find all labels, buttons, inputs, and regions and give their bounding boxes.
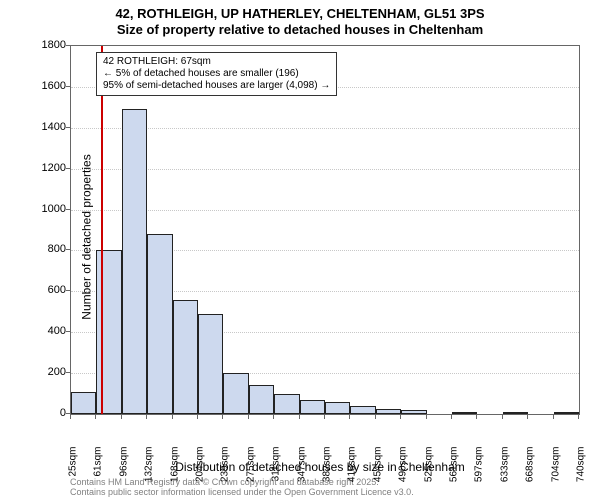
histogram-bar [173, 300, 198, 414]
histogram-bar [350, 406, 375, 414]
chart-container: 42, ROTHLEIGH, UP HATHERLEY, CHELTENHAM,… [0, 0, 600, 500]
plot-area: 42 ROTHLEIGH: 67sqm ← 5% of detached hou… [70, 45, 580, 415]
x-tick-label: 204sqm [195, 447, 206, 497]
x-tick-label: 311sqm [271, 447, 282, 497]
x-tick-mark [172, 415, 173, 419]
x-tick-mark [197, 415, 198, 419]
gridline [71, 169, 579, 170]
x-tick-mark [121, 415, 122, 419]
gridline [71, 210, 579, 211]
x-tick-label: 561sqm [449, 447, 460, 497]
x-tick-label: 382sqm [322, 447, 333, 497]
annotation-line3: 95% of semi-detached houses are larger (… [103, 80, 330, 92]
y-tick-label: 1800 [16, 39, 66, 51]
histogram-bar [554, 412, 579, 414]
x-tick-mark [400, 415, 401, 419]
x-tick-mark [527, 415, 528, 419]
x-tick-mark [324, 415, 325, 419]
x-tick-mark [451, 415, 452, 419]
y-tick-label: 800 [16, 243, 66, 255]
y-axis-label: Number of detached properties [80, 154, 94, 319]
x-tick-mark [70, 415, 71, 419]
x-tick-label: 168sqm [169, 447, 180, 497]
x-tick-label: 132sqm [144, 447, 155, 497]
x-tick-mark [349, 415, 350, 419]
y-tick-mark [66, 413, 70, 414]
x-tick-label: 525sqm [423, 447, 434, 497]
x-tick-label: 418sqm [347, 447, 358, 497]
x-tick-mark [476, 415, 477, 419]
y-tick-label: 600 [16, 284, 66, 296]
y-tick-label: 0 [16, 407, 66, 419]
y-tick-mark [66, 372, 70, 373]
y-tick-label: 1200 [16, 162, 66, 174]
histogram-bar [223, 373, 248, 414]
y-tick-mark [66, 290, 70, 291]
x-axis-label: Distribution of detached houses by size … [20, 460, 600, 474]
gridline [71, 128, 579, 129]
x-tick-mark [95, 415, 96, 419]
histogram-bar [198, 314, 223, 414]
histogram-bar [452, 412, 477, 414]
histogram-bar [300, 400, 325, 414]
y-tick-label: 1000 [16, 203, 66, 215]
histogram-bar [376, 409, 401, 414]
x-tick-mark [502, 415, 503, 419]
y-tick-label: 1600 [16, 80, 66, 92]
x-tick-label: 25sqm [68, 447, 79, 497]
x-tick-label: 597sqm [474, 447, 485, 497]
y-tick-label: 200 [16, 366, 66, 378]
x-tick-label: 275sqm [245, 447, 256, 497]
x-tick-label: 704sqm [550, 447, 561, 497]
x-tick-mark [578, 415, 579, 419]
x-tick-label: 454sqm [372, 447, 383, 497]
x-tick-mark [222, 415, 223, 419]
y-tick-mark [66, 127, 70, 128]
histogram-bar [122, 109, 147, 414]
histogram-bar [503, 412, 528, 414]
x-tick-label: 668sqm [525, 447, 536, 497]
y-tick-mark [66, 86, 70, 87]
x-tick-label: 239sqm [220, 447, 231, 497]
x-tick-mark [273, 415, 274, 419]
y-tick-mark [66, 45, 70, 46]
x-tick-mark [248, 415, 249, 419]
x-tick-label: 61sqm [93, 447, 104, 497]
y-tick-mark [66, 209, 70, 210]
chart-title-line1: 42, ROTHLEIGH, UP HATHERLEY, CHELTENHAM,… [0, 6, 600, 21]
y-tick-mark [66, 249, 70, 250]
y-tick-mark [66, 168, 70, 169]
y-tick-label: 1400 [16, 121, 66, 133]
annotation-line1: 42 ROTHLEIGH: 67sqm [103, 56, 330, 68]
histogram-bar [71, 392, 96, 414]
x-tick-mark [553, 415, 554, 419]
histogram-bar [325, 402, 350, 414]
annotation-line2: ← 5% of detached houses are smaller (196… [103, 68, 330, 80]
x-tick-label: 490sqm [398, 447, 409, 497]
histogram-bar [401, 410, 426, 414]
histogram-bar [147, 234, 172, 414]
annotation-box: 42 ROTHLEIGH: 67sqm ← 5% of detached hou… [96, 52, 337, 96]
y-tick-mark [66, 331, 70, 332]
x-tick-mark [375, 415, 376, 419]
marker-line [101, 46, 103, 414]
x-tick-mark [426, 415, 427, 419]
histogram-bar [249, 385, 274, 414]
y-tick-label: 400 [16, 325, 66, 337]
x-tick-label: 347sqm [296, 447, 307, 497]
x-tick-label: 740sqm [576, 447, 587, 497]
x-tick-mark [146, 415, 147, 419]
x-tick-label: 633sqm [499, 447, 510, 497]
x-tick-mark [299, 415, 300, 419]
histogram-bar [274, 394, 299, 414]
x-tick-label: 96sqm [118, 447, 129, 497]
chart-title-line2: Size of property relative to detached ho… [0, 22, 600, 37]
